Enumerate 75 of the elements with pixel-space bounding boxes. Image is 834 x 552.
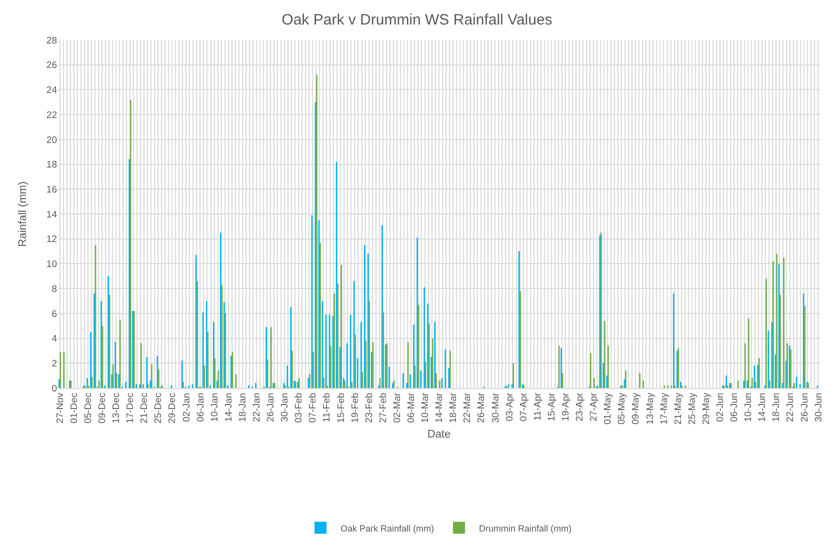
x-tick-label: 13-Dec [111, 392, 122, 424]
x-tick-label: 26-Mar [476, 392, 488, 423]
x-tick-label: 13-May [644, 392, 656, 424]
x-tick-label: 26-Jan [266, 392, 277, 422]
x-tick-label: 10-Jun [743, 392, 754, 422]
x-tick-label: 06-Jun [729, 392, 740, 422]
y-tick-label: 14 [46, 209, 57, 220]
y-tick-label: 8 [52, 284, 57, 295]
x-tick-label: 27-Feb [378, 392, 389, 423]
x-tick-label: 25-Dec [153, 392, 164, 424]
x-tick-label: 05-May [616, 392, 628, 424]
x-tick-label: 10-Mar [420, 392, 432, 423]
x-tick-label: 02-Jun [715, 392, 726, 422]
x-tick-label: 06-Mar [406, 392, 417, 423]
x-tick-label: 09-May [630, 392, 642, 424]
x-tick-label: 10-Jan [209, 392, 220, 422]
x-tick-label: 21-Dec [139, 392, 150, 424]
x-tick-label: 19-Apr [560, 392, 572, 422]
x-tick-label: 11-Apr [532, 392, 544, 421]
x-tick-label: 27-Apr [588, 392, 600, 422]
x-tick-label: 14-Jun [757, 392, 768, 422]
y-tick-label: 28 [46, 35, 57, 46]
x-tick-label: 27-Nov [54, 392, 66, 424]
x-tick-label: 22-Jan [251, 392, 262, 422]
x-tick-label: 30-Jan [280, 392, 291, 422]
x-tick-label: 06-Jan [195, 392, 206, 422]
x-tick-label: 26-Jun [799, 392, 810, 422]
x-tick-label: 23-Apr [574, 392, 586, 422]
x-tick-label: 07-Apr [518, 392, 530, 422]
x-tick-label: 18-Jun [771, 392, 782, 422]
x-tick-label: 30-Mar [490, 392, 502, 423]
x-tick-label: 14-Mar [434, 392, 446, 423]
x-tick-label: 21-May [672, 392, 684, 424]
x-tick-label: 11-Feb [322, 392, 333, 422]
legend-label: Drummin Rainfall (mm) [479, 523, 572, 534]
x-tick-label: 03-Apr [504, 392, 516, 422]
y-tick-label: 6 [52, 308, 57, 320]
x-tick-label: 17-May [658, 392, 670, 424]
y-tick-label: 24 [46, 85, 57, 96]
x-tick-label: 01-Dec [68, 392, 80, 424]
y-tick-label: 2 [52, 358, 57, 370]
y-tick-label: 20 [46, 134, 57, 146]
legend-label: Oak Park Rainfall (mm) [340, 523, 434, 534]
x-tick-label: 05-Dec [82, 392, 94, 424]
x-tick-label: 29-Dec [167, 392, 178, 424]
x-tick-label: 30-Jun [813, 392, 824, 422]
y-tick-label: 22 [46, 110, 57, 121]
y-tick-label: 18 [46, 160, 57, 171]
x-tick-label: 09-Dec [96, 392, 108, 424]
x-tick-label: 22-Mar [462, 392, 474, 423]
x-tick-label: 15-Apr [546, 392, 558, 422]
y-axis-title: Rainfall (mm) [17, 181, 29, 247]
y-tick-label: 0 [52, 383, 57, 394]
x-tick-label: 17-Dec [125, 392, 136, 424]
x-tick-label: 14-Jan [223, 392, 234, 422]
x-tick-label: 29-May [700, 392, 712, 424]
x-tick-label: 01-May [602, 392, 614, 424]
x-tick-label: 22-Jun [785, 392, 796, 422]
x-tick-label: 18-Mar [448, 392, 460, 423]
x-tick-label: 03-Feb [294, 392, 305, 423]
x-tick-label: 02-Jan [181, 392, 192, 422]
x-tick-label: 02-Mar [392, 392, 403, 423]
y-tick-label: 10 [46, 259, 57, 270]
x-tick-label: 18-Jan [237, 392, 248, 422]
x-tick-label: 19-Feb [350, 392, 361, 423]
x-tick-label: 23-Feb [364, 392, 375, 423]
x-tick-label: 25-May [686, 392, 698, 424]
x-tick-label: 15-Feb [336, 392, 347, 423]
chart-title: Oak Park v Drummin WS Rainfall Values [282, 11, 552, 28]
x-tick-label: 07-Feb [308, 392, 319, 423]
y-tick-label: 26 [46, 60, 57, 72]
y-tick-label: 4 [52, 334, 57, 345]
x-axis-title: Date [427, 428, 451, 441]
y-tick-label: 12 [46, 234, 57, 246]
y-tick-label: 16 [46, 184, 57, 196]
